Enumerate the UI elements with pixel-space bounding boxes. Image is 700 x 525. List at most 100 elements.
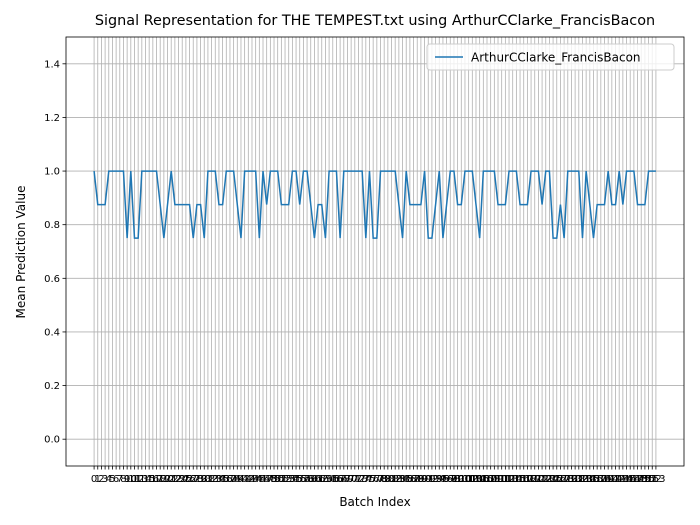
y-tick-label: 1.2 <box>44 113 60 124</box>
x-tick-label: 152 <box>643 474 662 485</box>
plot-frame <box>65 36 685 467</box>
x-tick-label: 140 <box>599 474 618 485</box>
x-tick-label: 24 <box>176 474 189 485</box>
x-tick-label: 86 <box>404 474 417 485</box>
x-tick-label: 111 <box>492 474 511 485</box>
x-tick-label: 114 <box>503 474 522 485</box>
x-tick-label: 62 <box>315 474 328 485</box>
x-tick-label: 34 <box>213 474 226 485</box>
x-tick-label: 54 <box>286 474 299 485</box>
x-tick-label: 20 <box>161 474 174 485</box>
x-tick-label: 11 <box>128 474 141 485</box>
x-tick-label: 134 <box>577 474 596 485</box>
x-tick-label: 97 <box>444 474 457 485</box>
x-tick-label: 7 <box>117 474 123 485</box>
x-tick-label: 94 <box>433 474 446 485</box>
x-tick-label: 3 <box>102 474 108 485</box>
x-tick-label: 124 <box>540 474 559 485</box>
x-tick-label: 95 <box>437 474 450 485</box>
x-tick-label: 60 <box>308 474 321 485</box>
x-tick-label: 87 <box>407 474 420 485</box>
x-tick-label: 44 <box>249 474 262 485</box>
y-tick-label: 0.2 <box>44 381 60 392</box>
x-tick-label: 22 <box>169 474 182 485</box>
x-tick-label: 89 <box>415 474 428 485</box>
x-tick-label: 126 <box>547 474 566 485</box>
x-tick-label: 148 <box>628 474 647 485</box>
x-tick-label: 149 <box>632 474 651 485</box>
x-tick-label: 121 <box>529 474 548 485</box>
x-tick-label: 119 <box>522 474 541 485</box>
x-tick-label: 127 <box>551 474 570 485</box>
x-tick-label: 41 <box>238 474 251 485</box>
x-tick-label: 5 <box>109 474 115 485</box>
x-tick-label: 82 <box>389 474 402 485</box>
x-tick-label: 147 <box>624 474 643 485</box>
x-tick-label: 99 <box>451 474 464 485</box>
x-tick-label: 98 <box>448 474 461 485</box>
x-tick-label: 88 <box>411 474 424 485</box>
x-tick-label: 77 <box>370 474 383 485</box>
x-tick-label: 85 <box>400 474 413 485</box>
x-tick-label: 128 <box>555 474 574 485</box>
x-tick-label: 28 <box>191 474 204 485</box>
x-tick-label: 70 <box>345 474 358 485</box>
x-tick-label: 64 <box>323 474 336 485</box>
x-tick-label: 39 <box>231 474 244 485</box>
x-tick-label: 91 <box>422 474 435 485</box>
x-tick-label: 138 <box>591 474 610 485</box>
x-tick-label: 100 <box>452 474 471 485</box>
x-tick-label: 18 <box>154 474 167 485</box>
x-tick-label: 43 <box>246 474 259 485</box>
x-tick-label: 66 <box>330 474 343 485</box>
x-tick-label: 133 <box>573 474 592 485</box>
x-tick-label: 151 <box>639 474 658 485</box>
x-tick-label: 142 <box>606 474 625 485</box>
x-tick-label: 65 <box>326 474 339 485</box>
x-tick-label: 109 <box>485 474 504 485</box>
x-tick-label: 40 <box>235 474 248 485</box>
x-tick-label: 19 <box>157 474 170 485</box>
x-tick-label: 130 <box>562 474 581 485</box>
x-tick-label: 73 <box>356 474 369 485</box>
x-tick-label: 15 <box>143 474 156 485</box>
x-tick-label: 51 <box>275 474 288 485</box>
x-tick-label: 0 <box>91 474 97 485</box>
x-tick-label: 74 <box>359 474 372 485</box>
x-tick-label: 46 <box>257 474 270 485</box>
x-tick-label: 113 <box>499 474 518 485</box>
x-tick-label: 9 <box>124 474 130 485</box>
x-tick-label: 120 <box>525 474 544 485</box>
x-tick-label: 81 <box>385 474 398 485</box>
x-tick-label: 139 <box>595 474 614 485</box>
x-tick-label: 6 <box>113 474 119 485</box>
x-tick-label: 153 <box>646 474 665 485</box>
x-tick-label: 25 <box>180 474 193 485</box>
x-tick-label: 38 <box>227 474 240 485</box>
x-tick-label: 107 <box>477 474 496 485</box>
x-tick-label: 135 <box>580 474 599 485</box>
x-tick-label: 146 <box>621 474 640 485</box>
x-tick-label: 55 <box>290 474 303 485</box>
x-tick-label: 123 <box>536 474 555 485</box>
x-tick-label: 14 <box>139 474 152 485</box>
x-tick-label: 71 <box>348 474 361 485</box>
x-tick-label: 37 <box>224 474 237 485</box>
x-tick-label: 35 <box>216 474 229 485</box>
x-tick-label: 108 <box>481 474 500 485</box>
x-tick-label: 61 <box>312 474 325 485</box>
x-tick-label: 47 <box>260 474 273 485</box>
x-tick-label: 105 <box>470 474 489 485</box>
line-series <box>93 170 656 239</box>
y-tick-label: 0.8 <box>44 220 60 231</box>
x-tick-label: 93 <box>429 474 442 485</box>
y-axis-label: Mean Prediction Value <box>14 186 28 319</box>
x-tick-label: 36 <box>220 474 233 485</box>
x-tick-label: 129 <box>558 474 577 485</box>
x-tick-label: 144 <box>613 474 632 485</box>
x-tick-label: 8 <box>120 474 126 485</box>
x-tick-label: 12 <box>132 474 145 485</box>
x-tick-label: 1 <box>95 474 101 485</box>
x-tick-label: 136 <box>584 474 603 485</box>
x-tick-label: 67 <box>334 474 347 485</box>
